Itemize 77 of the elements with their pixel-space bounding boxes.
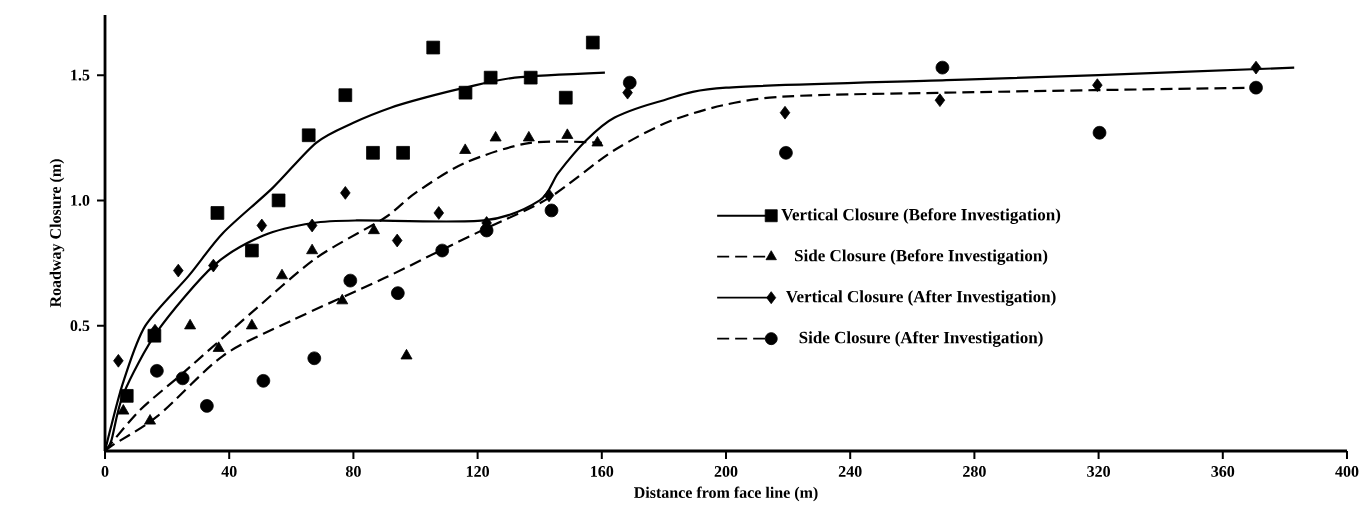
point bbox=[544, 203, 559, 218]
point bbox=[1092, 125, 1107, 140]
x-tick-label: 360 bbox=[1211, 466, 1235, 477]
point bbox=[144, 414, 156, 425]
point bbox=[591, 135, 604, 147]
point bbox=[489, 130, 502, 142]
point bbox=[200, 399, 214, 413]
point bbox=[1249, 80, 1263, 95]
x-tick-label: 400 bbox=[1335, 466, 1359, 477]
point bbox=[301, 128, 316, 143]
point bbox=[367, 223, 380, 235]
point bbox=[306, 243, 319, 255]
point bbox=[307, 351, 322, 366]
x-tick-label: 40 bbox=[221, 466, 237, 477]
point bbox=[458, 85, 473, 100]
point bbox=[119, 389, 134, 403]
point bbox=[336, 293, 349, 305]
point bbox=[391, 233, 403, 248]
point bbox=[391, 286, 405, 300]
point bbox=[256, 218, 268, 233]
point bbox=[935, 60, 950, 75]
point bbox=[208, 258, 219, 273]
y-axis-title: Roadway Closure (m) bbox=[49, 159, 65, 308]
x-tick-label: 240 bbox=[838, 466, 862, 477]
point bbox=[117, 404, 130, 415]
x-tick-label: 320 bbox=[1087, 466, 1110, 477]
point bbox=[366, 146, 380, 160]
legend-label: Vertical Closure (After Investigation) bbox=[785, 290, 1056, 306]
legend-label: Side Closure (After Investigation) bbox=[799, 331, 1043, 347]
y-tick-label: 0.5 bbox=[70, 320, 90, 332]
point bbox=[396, 146, 410, 160]
point bbox=[934, 93, 946, 107]
x-tick-label: 160 bbox=[591, 466, 614, 477]
point bbox=[1092, 78, 1103, 92]
point bbox=[173, 263, 184, 278]
point bbox=[479, 223, 494, 238]
x-tick-label: 80 bbox=[345, 466, 361, 477]
point bbox=[343, 273, 358, 288]
point bbox=[245, 243, 259, 258]
point bbox=[622, 75, 637, 90]
point bbox=[276, 268, 288, 280]
legend-label: Side Closure (Before Investigation) bbox=[795, 249, 1048, 265]
point bbox=[523, 70, 538, 85]
point bbox=[184, 318, 197, 330]
point bbox=[340, 186, 351, 200]
point bbox=[338, 88, 353, 102]
point bbox=[433, 206, 444, 220]
point bbox=[561, 128, 574, 139]
point bbox=[522, 130, 535, 142]
point bbox=[256, 374, 271, 388]
point bbox=[271, 193, 286, 208]
point bbox=[586, 35, 600, 50]
point bbox=[210, 206, 225, 220]
point bbox=[150, 364, 164, 378]
point bbox=[435, 243, 450, 258]
point bbox=[1250, 60, 1262, 75]
point bbox=[400, 348, 413, 360]
point bbox=[543, 188, 555, 203]
legend-label: Vertical Closure (Before Investigation) bbox=[781, 208, 1061, 224]
x-axis-title: Distance from face line (m) bbox=[634, 486, 818, 502]
y-tick-label: 1.0 bbox=[71, 194, 90, 206]
point bbox=[426, 40, 441, 55]
point bbox=[175, 371, 190, 386]
point bbox=[483, 70, 498, 85]
point bbox=[558, 90, 573, 105]
point bbox=[306, 218, 318, 233]
point bbox=[779, 146, 793, 160]
x-tick-label: 200 bbox=[714, 466, 738, 477]
point bbox=[245, 318, 258, 330]
x-tick-label: 280 bbox=[963, 466, 986, 477]
point bbox=[212, 341, 225, 352]
y-tick-label: 1.5 bbox=[71, 69, 90, 81]
point bbox=[459, 143, 472, 154]
point bbox=[779, 105, 791, 120]
x-tick-label: 120 bbox=[466, 466, 490, 477]
x-tick-label: 0 bbox=[101, 466, 109, 477]
point bbox=[113, 353, 124, 368]
